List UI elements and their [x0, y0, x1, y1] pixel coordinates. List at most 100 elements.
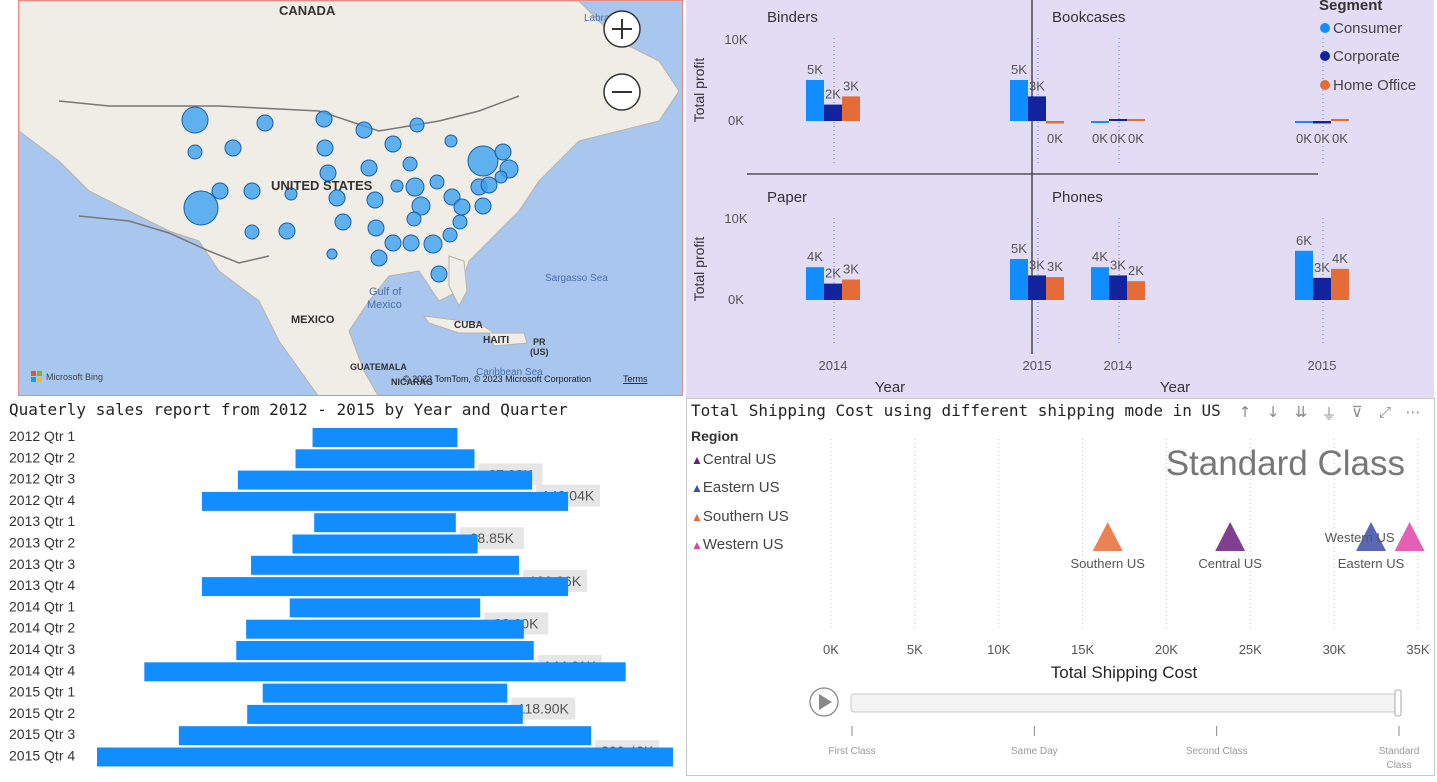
- shipping-cost-chart[interactable]: Total Shipping Cost using different ship…: [686, 398, 1435, 776]
- bar-consumer[interactable]: [1010, 259, 1028, 300]
- map-bubble[interactable]: [494, 143, 512, 161]
- bar-corporate[interactable]: [1313, 277, 1331, 300]
- bar-home-office[interactable]: [1127, 119, 1145, 121]
- zoom-in-button[interactable]: [603, 10, 641, 48]
- sales-bar[interactable]: [247, 704, 523, 724]
- bar-home-office[interactable]: [1331, 268, 1349, 300]
- bar-corporate[interactable]: [1109, 275, 1127, 300]
- map-bubble[interactable]: [494, 170, 508, 184]
- map-bubble[interactable]: [405, 177, 425, 197]
- map-bubble[interactable]: [181, 106, 209, 134]
- map-terms-link[interactable]: Terms: [623, 374, 648, 384]
- sales-bar[interactable]: [289, 598, 481, 618]
- legend-item-consumer[interactable]: Consumer: [1320, 20, 1402, 37]
- scatter-point-central-us[interactable]: [1215, 522, 1246, 551]
- map-bubble[interactable]: [411, 196, 431, 216]
- map-bubble[interactable]: [355, 121, 373, 139]
- bar-corporate[interactable]: [1313, 121, 1331, 124]
- bar-home-office[interactable]: [1046, 277, 1064, 300]
- sales-bar[interactable]: [144, 662, 626, 682]
- sales-bar[interactable]: [201, 491, 569, 511]
- map-bubble[interactable]: [429, 174, 445, 190]
- map-bubble[interactable]: [384, 135, 402, 153]
- sales-bar[interactable]: [314, 513, 456, 533]
- map-bubble[interactable]: [183, 190, 219, 226]
- legend-item-eastern-us[interactable]: ▲Eastern US: [691, 479, 780, 496]
- bar-home-office[interactable]: [1046, 121, 1064, 124]
- scatter-point-eastern-us[interactable]: [1356, 522, 1387, 551]
- map-bubble[interactable]: [328, 189, 346, 207]
- sales-bar[interactable]: [295, 449, 475, 469]
- map-bubble[interactable]: [360, 159, 378, 177]
- map-bubble[interactable]: [243, 182, 261, 200]
- map-bubble[interactable]: [211, 182, 229, 200]
- profit-small-multiples-chart[interactable]: Binders 10K 0K Total profit 5K 2K 3K 5K 3K 0K Book…: [686, 0, 1434, 398]
- hierarchy-icon[interactable]: ⏚: [1321, 405, 1337, 423]
- sales-bar[interactable]: [97, 747, 673, 767]
- map-bubble[interactable]: [390, 179, 404, 193]
- map-bubble[interactable]: [256, 114, 274, 132]
- sales-bar[interactable]: [246, 619, 524, 639]
- zoom-out-button[interactable]: [603, 73, 641, 111]
- sales-bar[interactable]: [236, 641, 534, 660]
- map-bubble[interactable]: [316, 139, 334, 157]
- map-bubble[interactable]: [442, 227, 458, 243]
- map-bubble[interactable]: [326, 248, 338, 260]
- play-axis-handle[interactable]: [1394, 689, 1402, 717]
- bar-corporate[interactable]: [824, 104, 842, 121]
- drill-down-icon[interactable]: ↓: [1266, 403, 1280, 421]
- map-bubble[interactable]: [187, 144, 203, 160]
- expand-next-level-icon[interactable]: ⇊: [1294, 403, 1308, 421]
- bar-home-office[interactable]: [842, 279, 860, 301]
- map-bubble[interactable]: [409, 117, 425, 133]
- bar-consumer[interactable]: [1091, 267, 1109, 300]
- map-bubble[interactable]: [467, 145, 499, 177]
- us-map[interactable]: CANADA Labra UNITED STATES Gulf of Mexico…: [19, 1, 683, 396]
- bar-corporate[interactable]: [1028, 96, 1046, 121]
- play-button[interactable]: [809, 687, 839, 717]
- map-bubble[interactable]: [334, 213, 352, 231]
- map-bubble[interactable]: [244, 224, 260, 240]
- map-bubble[interactable]: [452, 214, 468, 230]
- bar-home-office[interactable]: [1331, 119, 1349, 121]
- map-bubble[interactable]: [284, 187, 298, 201]
- legend-item-southern-us[interactable]: ▲Southern US: [691, 508, 789, 525]
- sales-bar[interactable]: [312, 428, 458, 447]
- drill-up-icon[interactable]: ↑: [1238, 403, 1252, 421]
- map-bubble[interactable]: [384, 234, 402, 252]
- filter-icon[interactable]: ⊽: [1351, 403, 1363, 421]
- map-bubble[interactable]: [402, 234, 420, 252]
- map-bubble[interactable]: [278, 222, 296, 240]
- play-axis-track[interactable]: [850, 693, 1400, 713]
- legend-item-corporate[interactable]: Corporate: [1320, 48, 1400, 65]
- map-bubble[interactable]: [367, 219, 385, 237]
- map-bubble[interactable]: [406, 211, 422, 227]
- bar-home-office[interactable]: [1127, 281, 1145, 300]
- map-bubble[interactable]: [315, 110, 333, 128]
- map-bubble[interactable]: [402, 156, 418, 172]
- bar-consumer[interactable]: [806, 80, 824, 121]
- legend-item-home-office[interactable]: Home Office: [1320, 77, 1416, 94]
- map-bubble[interactable]: [453, 198, 471, 216]
- map-bubble[interactable]: [224, 139, 242, 157]
- more-options-icon[interactable]: ⋯: [1405, 403, 1421, 421]
- focus-mode-icon[interactable]: ⤢: [1378, 403, 1391, 421]
- map-bubble[interactable]: [366, 191, 384, 209]
- scatter-point-western-us[interactable]: [1394, 522, 1425, 551]
- bar-corporate[interactable]: [1109, 119, 1127, 121]
- bar-home-office[interactable]: [842, 96, 860, 121]
- bar-corporate[interactable]: [824, 283, 842, 300]
- map-bubble[interactable]: [480, 176, 498, 194]
- bar-consumer[interactable]: [1010, 80, 1028, 121]
- sales-bar[interactable]: [262, 683, 508, 703]
- sales-bar[interactable]: [292, 534, 478, 554]
- legend-item-western-us[interactable]: ▲Western US: [691, 536, 784, 553]
- map-bubble[interactable]: [423, 234, 443, 254]
- bar-consumer[interactable]: [1091, 121, 1109, 123]
- bar-consumer[interactable]: [806, 267, 824, 300]
- sales-bar[interactable]: [237, 470, 533, 490]
- map-visual[interactable]: CANADA Labra UNITED STATES Gulf of Mexico…: [18, 0, 683, 396]
- map-bubble[interactable]: [474, 197, 492, 215]
- sales-bar[interactable]: [251, 555, 519, 575]
- map-bubble[interactable]: [430, 265, 448, 283]
